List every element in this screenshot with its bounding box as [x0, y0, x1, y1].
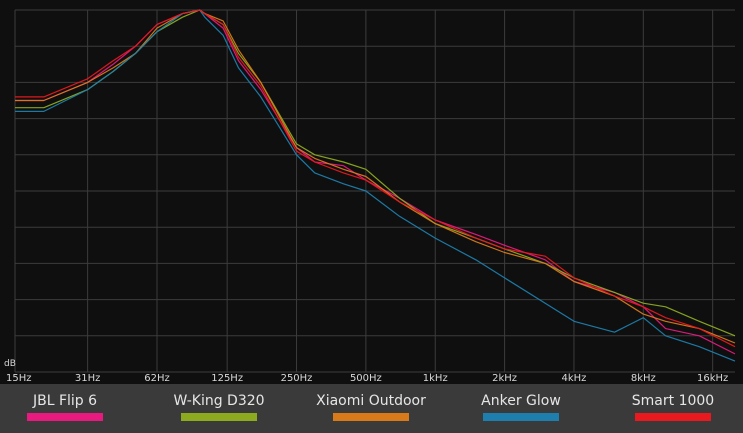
legend-label: Xiaomi Outdoor	[316, 393, 426, 409]
x-tick-label: 16kHz	[697, 373, 728, 384]
x-tick-label: 500Hz	[350, 373, 382, 384]
legend-item: W-King D320	[144, 392, 294, 421]
legend-swatch	[333, 413, 409, 421]
series-line-w-king-d320	[15, 9, 736, 337]
legend-item: JBL Flip 6	[0, 392, 140, 421]
y-unit-label: dB	[4, 359, 16, 369]
x-tick-label: 125Hz	[211, 373, 243, 384]
legend-label: Smart 1000	[631, 393, 715, 409]
legend-label: W-King D320	[173, 393, 265, 409]
legend-label: JBL Flip 6	[32, 393, 98, 409]
legend-item: Anker Glow	[446, 392, 596, 421]
x-tick-label: 8kHz	[631, 373, 656, 384]
legend-item: Xiaomi Outdoor	[296, 392, 446, 421]
legend: JBL Flip 6 W-King D320 Xiaomi Outdoor An…	[0, 384, 743, 433]
legend-label: Anker Glow	[481, 393, 561, 409]
x-tick-label: 250Hz	[281, 373, 313, 384]
series-line-smart-1000	[15, 9, 736, 348]
x-tick-label: 31Hz	[75, 373, 101, 384]
x-tick-label: 2kHz	[492, 373, 517, 384]
x-tick-label: 4kHz	[561, 373, 586, 384]
x-tick-label: 15Hz	[6, 373, 32, 384]
legend-swatch	[483, 413, 559, 421]
x-tick-label: 1kHz	[423, 373, 448, 384]
legend-swatch	[27, 413, 103, 421]
legend-swatch	[181, 413, 257, 421]
series-line-xiaomi-outdoor	[15, 9, 736, 344]
x-tick-label: 62Hz	[144, 373, 170, 384]
legend-swatch	[635, 413, 711, 421]
series-line-anker-glow	[15, 9, 736, 362]
frequency-response-chart: 15Hz 31Hz 62Hz 125Hz 250Hz 500Hz 1kHz 2kHz 4kHz 8…	[4, 9, 736, 384]
frequency-response-plot: 15Hz 31Hz 62Hz 125Hz 250Hz 500Hz 1kHz 2kHz 4kHz 8…	[0, 0, 743, 384]
legend-item: Smart 1000	[598, 392, 743, 421]
